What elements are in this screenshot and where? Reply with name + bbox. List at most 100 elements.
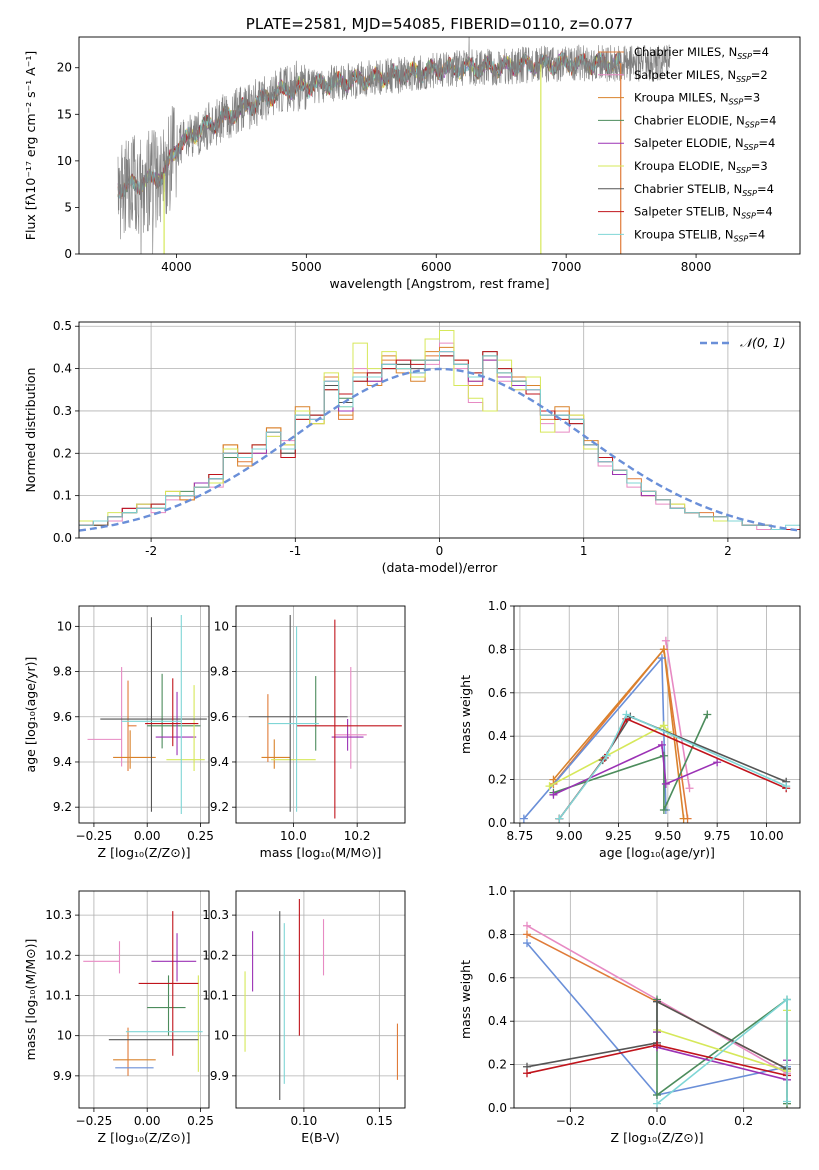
y-tick-label: 9.9 [210,1069,229,1083]
axes-frame [235,890,406,1109]
weight-marker [523,939,531,948]
weight-marker [653,1041,661,1050]
plot-area [514,606,800,823]
errorbar-salpeter-elodie [331,719,364,751]
errorbar-chabrier-miles [127,680,137,772]
y-tick-label: 0.3 [53,404,72,418]
x-tick-label: 2 [724,544,732,558]
y-tick-label: 10 [214,619,229,633]
y-tick-label: 0.8 [488,927,507,941]
errorbar-kroupa-stelib [267,626,319,812]
y-tick-label: 0.6 [488,971,507,985]
y-tick-label: 0.4 [488,729,507,743]
plot-area [79,322,800,538]
x-tick-label: −0.25 [76,1114,113,1128]
y-tick-label: 0.0 [488,1101,507,1115]
x-tick-label: 6000 [421,260,452,274]
y-tick-label: 10.2 [45,948,72,962]
x-axis-label: E(B-V) [301,1130,340,1145]
y-axis-label: age [log₁₀(age/yr)] [23,657,38,773]
y-tick-label: 5 [64,200,72,214]
chart-title: PLATE=2581, MJD=54085, FIBERID=0110, z=0… [246,15,633,33]
y-tick-label: 15 [57,107,72,121]
y-tick-label: 0.8 [488,642,507,656]
weight-marker [659,645,668,654]
plot-area [514,891,800,1108]
x-tick-label: 5000 [291,260,322,274]
x-axis-label: mass [log₁₀(M/M⊙)] [260,845,382,860]
errorbar-kroupa-miles [261,739,291,769]
y-tick-label: 9.8 [210,665,229,679]
y-tick-label: 9.4 [210,755,229,769]
x-tick-label: 1 [580,544,588,558]
panel-weight_vs_Z: −0.2 0.0 0.2 0.0 0.2 0.4 0.6 0.8 1.0 Z [log₁₀(Z/Z… [458,884,801,1145]
errorbar-salpeter-stelib [296,619,402,819]
y-tick-label: 1.0 [488,884,507,898]
legend: Chabrier MILES, NSSP=4 Salpeter MILES, NS… [598,45,776,243]
weight-line-kroupa-stelib [558,713,787,820]
axes-frame [513,605,801,824]
x-tick-label: −0.2 [556,1114,585,1128]
plot-area [79,891,209,1108]
x-tick-label: 9.50 [654,829,681,843]
errorbar-chabrier-stelib [100,617,207,812]
weight-marker [713,758,722,767]
x-tick-label: 8000 [681,260,712,274]
legend-entry: Kroupa ELODIE, NSSP=3 [634,159,768,175]
legend-entry: Chabrier MILES, NSSP=4 [634,45,769,61]
axes-frame [513,890,801,1109]
legend-entry: 𝒩(0, 1) [740,335,786,350]
y-tick-label: 10.2 [202,948,229,962]
y-tick-label: 9.2 [53,800,72,814]
axes-frame [78,321,801,539]
histogram-kroupa-stelib [79,351,800,531]
weight-marker [653,1090,661,1099]
y-tick-label: 10.3 [202,908,229,922]
x-tick-label: 8.75 [507,829,534,843]
errorbar-salpeter-miles [83,941,121,974]
errorbar-kroupa-miles [113,730,156,769]
weight-marker [661,636,670,645]
errorbar-chabrier-stelib [248,615,348,812]
weight-line-salpeter-elodie [553,743,718,796]
y-tick-label: 9.4 [53,755,72,769]
y-tick-label: 0 [64,247,72,261]
y-axis-label: mass [log₁₀(M/M⊙)] [23,939,38,1061]
y-tick-label: 10 [57,619,72,633]
weight-marker [657,740,666,749]
legend: 𝒩(0, 1) [700,335,786,350]
weight-line-chabrier-elodie [553,714,709,811]
x-tick-label: 0.15 [366,1114,393,1128]
weight-line-chabrier-stelib [526,1000,788,1070]
y-tick-label: 9.6 [210,710,229,724]
y-tick-label: 0.2 [488,773,507,787]
panel-age_vs_mass: 10.0 10.2 9.2 9.4 9.6 9.8 10 mass [log₁₀(M/M⊙)] [210,605,406,860]
y-tick-label: 9.6 [53,710,72,724]
x-tick-label: −0.25 [76,829,113,843]
y-tick-label: 9.2 [210,800,229,814]
weight-marker [703,710,712,719]
legend-entry: Kroupa MILES, NSSP=3 [634,91,760,107]
weight-marker [661,779,670,788]
x-axis-label: age [log₁₀(age/yr)] [599,845,715,860]
weight-marker [602,751,611,760]
x-tick-label: 4000 [161,260,192,274]
legend-entry: Salpeter MILES, NSSP=2 [634,68,768,84]
y-tick-label: 0.2 [488,1058,507,1072]
legend-entry: Chabrier ELODIE, NSSP=4 [634,113,776,129]
x-axis-label: Z [log₁₀(Z/Z⊙)] [611,1130,704,1145]
y-tick-label: 1.0 [488,599,507,613]
x-tick-label: 7000 [551,260,582,274]
x-tick-label: 0.0 [647,1114,666,1128]
x-tick-label: -1 [289,544,301,558]
x-tick-label: 0.25 [187,1114,214,1128]
y-tick-label: 9.9 [53,1069,72,1083]
panel-weight_vs_age: 8.75 9.00 9.25 9.50 9.75 10.00 0.0 0.2 0.4 0.6 0.8… [458,599,801,860]
weight-marker [653,997,661,1006]
x-tick-label: 10.2 [344,829,371,843]
errorbar-chabrier-elodie [147,673,201,749]
y-tick-label: 10 [57,154,72,168]
errorbar-chabrier-elodie [147,975,186,1036]
y-tick-label: 0.4 [488,1014,507,1028]
